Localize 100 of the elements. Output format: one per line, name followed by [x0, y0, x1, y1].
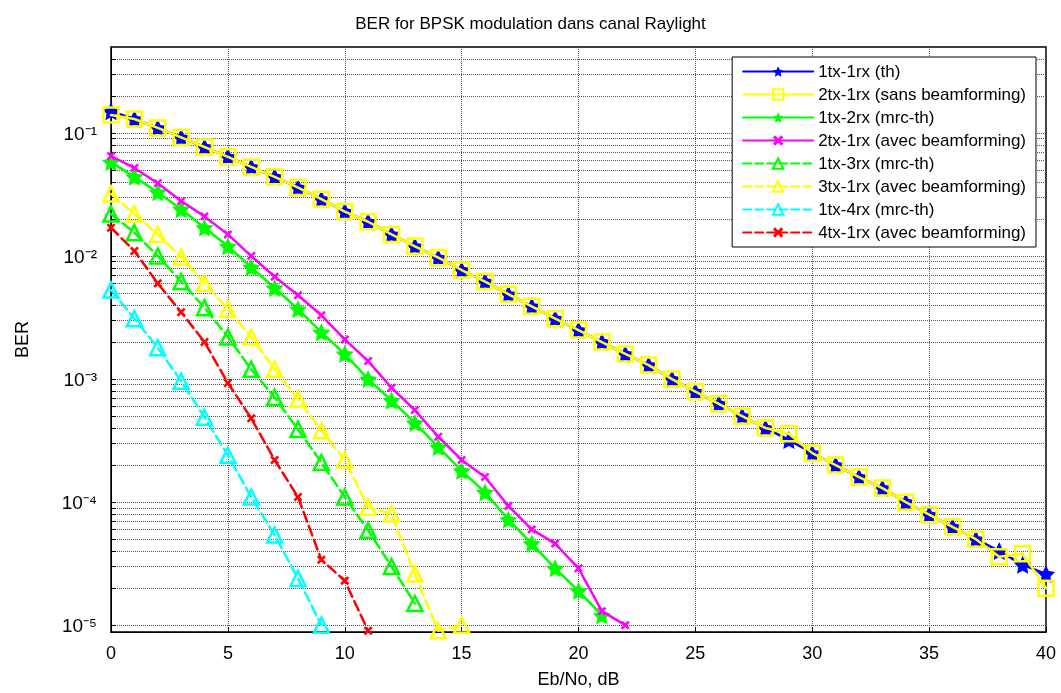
point: [219, 328, 237, 346]
legend-label: 2tx-1rx (sans beamforming): [818, 85, 1026, 104]
x-tick-label: 20: [568, 643, 589, 663]
point: [387, 383, 396, 393]
point: [270, 272, 280, 282]
point: [265, 360, 284, 379]
point: [148, 183, 167, 202]
point: [410, 405, 420, 415]
point: [433, 432, 443, 442]
point: [312, 453, 331, 472]
legend-label: 4tx-1rx (avec beamforming): [818, 223, 1026, 242]
point: [406, 594, 424, 613]
point: [129, 246, 139, 256]
point: [340, 576, 350, 586]
point: [153, 278, 163, 288]
point: [289, 300, 307, 319]
point: [265, 278, 284, 297]
point: [242, 328, 260, 346]
point: [452, 616, 471, 634]
point: [219, 446, 237, 465]
point: [265, 526, 284, 544]
point: [574, 563, 583, 573]
point: [200, 211, 209, 221]
point: [457, 455, 467, 465]
x-tick-label: 30: [802, 643, 823, 663]
point: [476, 483, 494, 502]
point: [149, 338, 167, 357]
point: [340, 334, 350, 344]
x-tick-label: 35: [919, 643, 940, 663]
point: [200, 337, 209, 347]
point: [195, 274, 214, 293]
chart-title: BER for BPSK modulation dans canal Raylight: [355, 14, 707, 33]
point: [172, 248, 190, 266]
y-tick-label: 10⁻⁴: [61, 491, 97, 513]
legend-label: 1tx-3rx (mrc-th): [818, 154, 935, 173]
point: [363, 356, 373, 366]
y-tick-label: 10⁻³: [63, 368, 97, 390]
x-tick-label: 0: [105, 643, 117, 663]
point: [382, 557, 401, 576]
point: [218, 237, 237, 256]
point: [172, 272, 190, 291]
point: [406, 565, 424, 583]
x-axis-title: Eb/No, dB: [537, 669, 620, 689]
point: [503, 501, 513, 511]
point: [522, 534, 541, 553]
point: [270, 455, 280, 465]
point: [527, 524, 537, 534]
y-axis-title: BER: [12, 320, 32, 359]
point: [429, 438, 448, 457]
point: [335, 344, 354, 363]
point: [242, 258, 261, 277]
point: [620, 620, 630, 630]
point: [102, 185, 120, 203]
point: [125, 205, 144, 223]
point: [242, 488, 260, 506]
x-tick-label: 5: [222, 643, 233, 663]
point: [359, 521, 377, 540]
point: [289, 390, 307, 408]
point: [289, 569, 307, 588]
point: [312, 616, 331, 634]
x-tick-label: 10: [334, 643, 355, 663]
point: [359, 498, 377, 516]
point: [293, 290, 303, 300]
point: [289, 420, 307, 439]
legend-label: 1tx-4rx (mrc-th): [818, 200, 935, 219]
point: [223, 229, 233, 239]
x-tick-label: 15: [451, 643, 472, 663]
legend-label: 3tx-1rx (avec beamforming): [818, 177, 1026, 196]
point: [499, 510, 518, 529]
y-tick-label: 10⁻¹: [63, 122, 97, 144]
point: [125, 309, 144, 328]
point: [125, 167, 144, 186]
point: [172, 372, 190, 391]
point: [312, 323, 331, 342]
point: [382, 391, 401, 410]
point: [569, 581, 588, 600]
point: [312, 422, 331, 440]
legend-label: 1tx-1rx (th): [818, 62, 901, 81]
point: [550, 539, 560, 549]
point: [363, 626, 373, 636]
point: [382, 505, 401, 523]
x-tick-label: 40: [1035, 643, 1057, 663]
point: [102, 281, 120, 299]
point: [429, 622, 447, 640]
point: [153, 178, 163, 188]
legend-label: 1tx-2rx (mrc-th): [818, 108, 935, 127]
point: [149, 225, 167, 244]
point: [405, 413, 424, 432]
point: [195, 408, 214, 426]
point: [195, 218, 214, 237]
point: [195, 299, 214, 317]
y-tick-label: 10⁻²: [63, 245, 97, 267]
point: [106, 223, 116, 233]
point: [242, 360, 260, 379]
point: [149, 247, 167, 265]
point: [452, 461, 471, 480]
point: [125, 223, 144, 242]
point: [336, 451, 354, 469]
point: [219, 300, 237, 318]
legend-label: 2tx-1rx (avec beamforming): [818, 131, 1026, 150]
